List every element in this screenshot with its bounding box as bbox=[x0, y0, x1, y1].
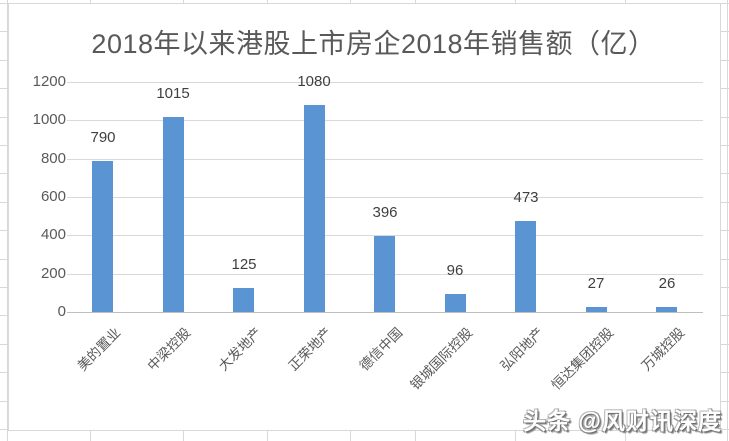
bar-value-label: 1015 bbox=[156, 85, 190, 102]
y-tick-label-1200: 1200 bbox=[32, 73, 66, 90]
watermark-text: 头条 @风财讯深度 bbox=[523, 408, 722, 434]
y-gridline-1000 bbox=[67, 120, 703, 121]
bar-value-label: 473 bbox=[513, 189, 539, 206]
bar-银城国际控股 bbox=[445, 294, 466, 312]
x-category-label: 万城控股 bbox=[638, 324, 687, 374]
bar-value-label: 96 bbox=[446, 262, 464, 279]
bar-弘阳地产 bbox=[515, 221, 536, 312]
y-gridline-400 bbox=[67, 235, 703, 236]
bar-value-label: 125 bbox=[231, 256, 257, 273]
y-tick-label-1000: 1000 bbox=[32, 111, 66, 128]
bar-value-label: 26 bbox=[658, 275, 676, 292]
bar-大发地产 bbox=[233, 288, 254, 312]
x-category-label: 中梁控股 bbox=[144, 324, 194, 374]
bar-万城控股 bbox=[656, 307, 677, 312]
bar-value-label: 1080 bbox=[297, 73, 331, 90]
x-category-label: 银城国际控股 bbox=[407, 324, 476, 393]
bar-美的置业 bbox=[92, 161, 113, 312]
x-axis-line bbox=[67, 312, 703, 313]
x-category-label: 美的置业 bbox=[74, 324, 123, 374]
bar-德信中国 bbox=[374, 236, 395, 312]
bar-value-label: 27 bbox=[587, 275, 605, 292]
bar-正荣地产 bbox=[304, 105, 325, 312]
y-gridline-600 bbox=[67, 197, 703, 198]
bar-value-label: 396 bbox=[372, 204, 398, 221]
bar-中梁控股 bbox=[163, 117, 184, 312]
sheet-column-gridline bbox=[727, 0, 728, 441]
sheet-column-gridline bbox=[7, 0, 8, 441]
y-tick-label-800: 800 bbox=[40, 150, 66, 167]
y-tick-label-600: 600 bbox=[40, 188, 66, 205]
bar-恒达集团控股 bbox=[586, 307, 607, 312]
x-category-label: 大发地产 bbox=[215, 324, 264, 374]
y-gridline-1200 bbox=[67, 82, 703, 83]
x-category-label: 正荣地产 bbox=[285, 324, 335, 374]
y-gridline-800 bbox=[67, 159, 703, 160]
x-category-label: 弘阳地产 bbox=[497, 324, 546, 374]
y-tick-label-400: 400 bbox=[40, 226, 66, 243]
y-tick-label-200: 200 bbox=[40, 265, 66, 282]
chart-title: 2018年以来港股上市房企2018年销售额（亿） bbox=[91, 29, 656, 59]
bar-value-label: 790 bbox=[90, 129, 116, 146]
chart-panel: 2018年以来港股上市房企2018年销售额（亿） 0 200 400 600 800 10… bbox=[8, 3, 721, 431]
y-tick-label-0: 0 bbox=[57, 303, 66, 320]
x-category-label: 恒达集团控股 bbox=[548, 324, 617, 393]
x-category-label: 德信中国 bbox=[356, 324, 405, 374]
